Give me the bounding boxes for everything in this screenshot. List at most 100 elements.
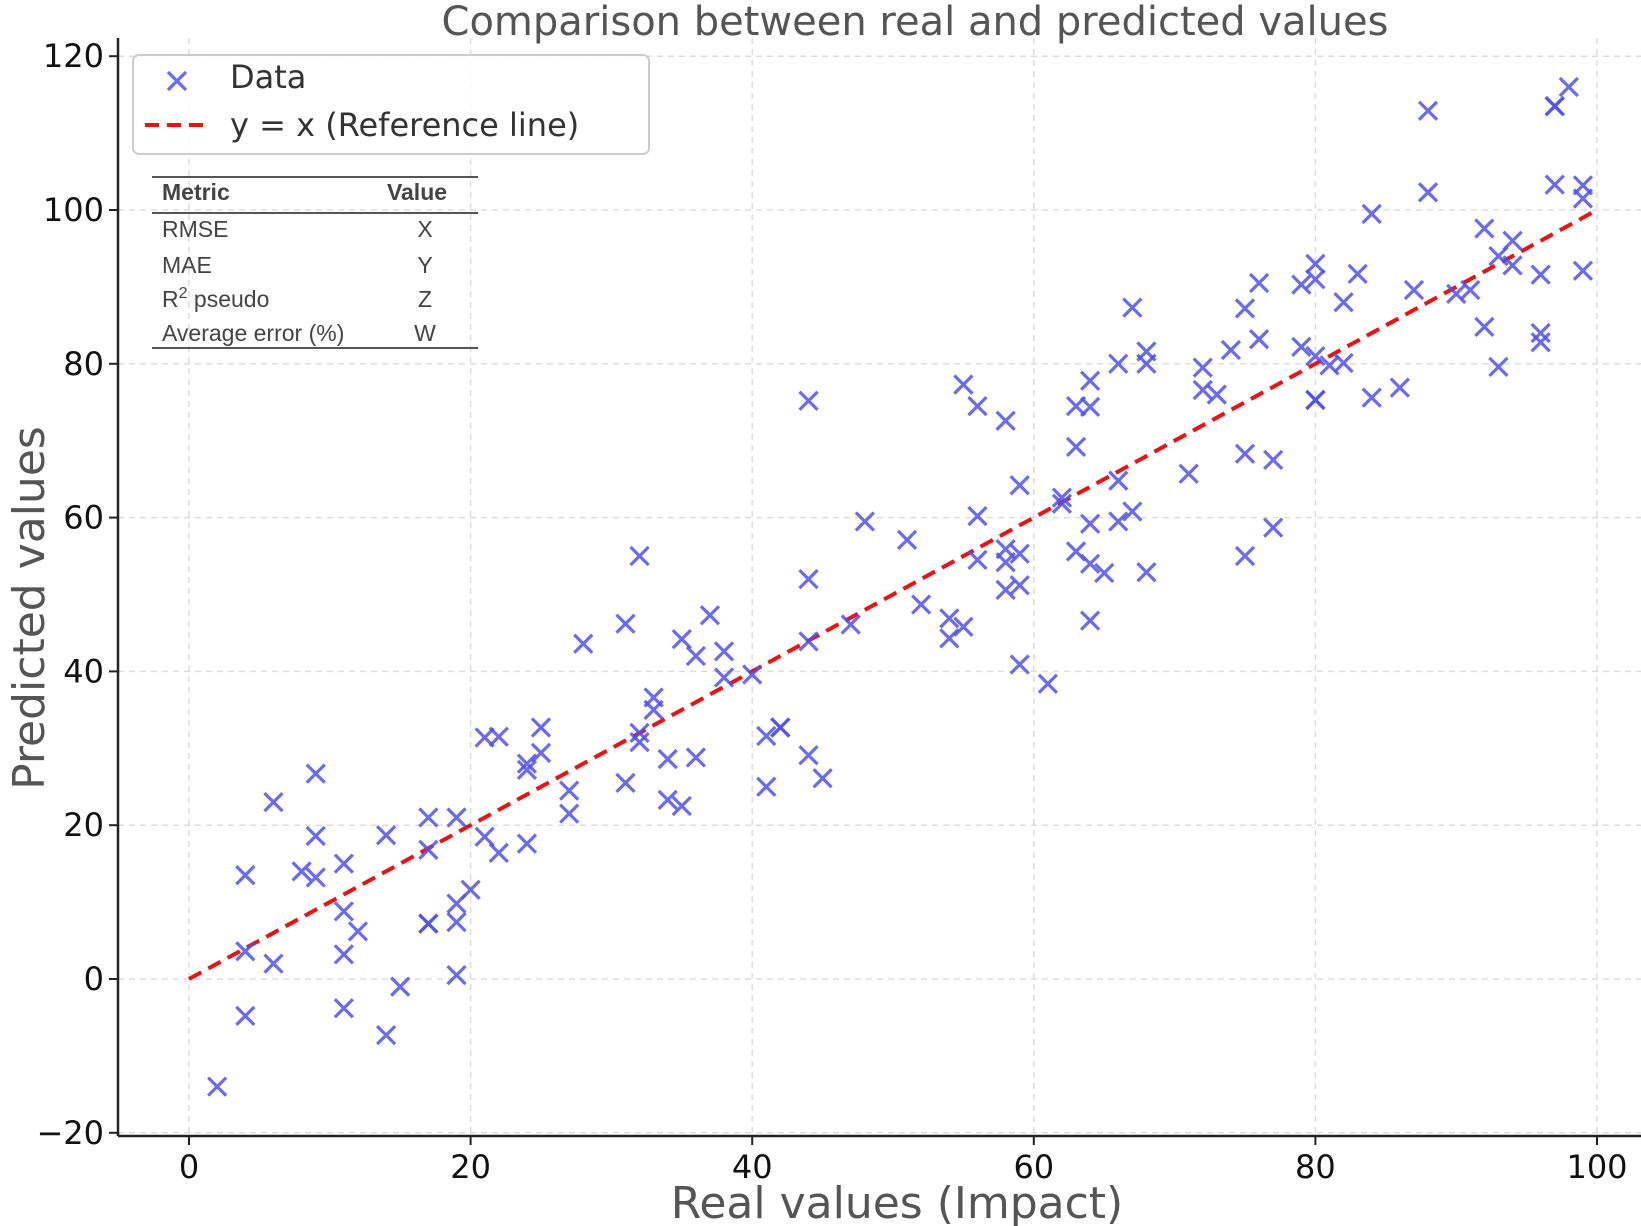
data-point (1544, 96, 1565, 117)
x-tick-label: 40 (732, 1148, 773, 1186)
data-point (1051, 493, 1073, 514)
data-point (1079, 553, 1101, 574)
data-point (629, 545, 650, 567)
data-point (685, 747, 707, 768)
table-header-metric: Metric (162, 179, 230, 205)
data-point (1488, 356, 1509, 378)
data-point (756, 725, 777, 747)
data-point (305, 763, 326, 784)
data-point (1248, 272, 1270, 294)
legend-data-marker (166, 70, 188, 92)
data-point (1108, 353, 1129, 374)
data-point (615, 613, 636, 634)
legend-reference-label: y = x (Reference line) (230, 106, 579, 144)
data-point (333, 944, 355, 965)
data-point (1065, 436, 1087, 457)
y-tick-label: 0 (84, 960, 104, 998)
data-point (1206, 384, 1227, 405)
data-point (1544, 174, 1565, 195)
data-point (1108, 470, 1129, 491)
data-point (207, 1076, 228, 1097)
data-point (1263, 449, 1284, 471)
data-point (657, 748, 678, 770)
table-cell-value: X (417, 216, 432, 242)
y-tick-label: −20 (36, 1114, 104, 1152)
data-point (939, 608, 960, 629)
data-point (1009, 654, 1030, 675)
data-point (1572, 260, 1594, 281)
data-point (798, 631, 819, 652)
data-point (1108, 511, 1129, 532)
data-point (939, 628, 960, 649)
data-point (1417, 182, 1439, 203)
y-axis-title: Predicted values (4, 426, 55, 790)
chart-title: Comparison between real and predicted va… (442, 0, 1389, 45)
y-tick-label: 60 (63, 499, 104, 537)
data-point (1305, 269, 1326, 290)
data-point (1094, 562, 1115, 584)
data-point (263, 953, 284, 974)
data-point (333, 998, 355, 1019)
y-tick-label: 120 (43, 37, 104, 75)
data-point (854, 511, 875, 532)
x-axis-title: Real values (Impact) (671, 1178, 1123, 1226)
data-point (713, 667, 735, 688)
data-point (1530, 322, 1551, 344)
legend-box (132, 54, 650, 155)
data-point (418, 913, 439, 934)
data-point (671, 795, 692, 817)
data-point (1474, 218, 1495, 239)
data-point (1502, 230, 1523, 251)
axes (116, 38, 1641, 1138)
data-point (742, 664, 763, 685)
data-point (235, 865, 256, 886)
data-point (347, 921, 369, 942)
data-point (1234, 443, 1256, 464)
data-point (643, 687, 664, 708)
data-point (798, 568, 819, 590)
data-point (713, 641, 735, 662)
data-point (657, 789, 678, 810)
data-point (967, 395, 988, 417)
data-point (559, 803, 580, 824)
data-point (1037, 673, 1059, 694)
data-point (1192, 357, 1213, 378)
data-point (1234, 545, 1256, 567)
data-point (1009, 575, 1030, 596)
data-point (1558, 76, 1579, 98)
data-point (235, 941, 256, 962)
data-point (953, 616, 974, 637)
data-point (1291, 274, 1312, 295)
data-point (418, 807, 439, 828)
table-cell-metric: R2 pseudo (162, 285, 269, 312)
x-tick-label: 20 (450, 1148, 491, 1186)
reference-line-layer (188, 208, 1598, 981)
data-point (446, 965, 467, 986)
data-point (1361, 203, 1382, 224)
data-point (516, 759, 538, 780)
data-point (1305, 389, 1326, 411)
data-point (305, 825, 326, 847)
data-point (1122, 297, 1143, 318)
data-point (756, 776, 777, 797)
table-cell-value: W (414, 320, 436, 346)
data-point (1291, 336, 1312, 358)
data-point (1460, 279, 1481, 301)
data-point (1403, 279, 1425, 301)
data-point (1389, 377, 1411, 398)
data-point (1361, 387, 1382, 408)
data-point (967, 549, 988, 571)
data-point (896, 529, 918, 551)
data-point (1333, 352, 1354, 374)
data-point (418, 839, 439, 860)
data-point (1136, 562, 1157, 583)
data-point (995, 579, 1016, 601)
legend-data-label: Data (230, 58, 306, 96)
data-point (1347, 263, 1368, 284)
data-point (1417, 100, 1439, 121)
data-point (305, 867, 326, 888)
data-point (671, 628, 692, 650)
data-point (1009, 543, 1030, 564)
data-point (530, 717, 552, 738)
data-point (263, 791, 284, 813)
